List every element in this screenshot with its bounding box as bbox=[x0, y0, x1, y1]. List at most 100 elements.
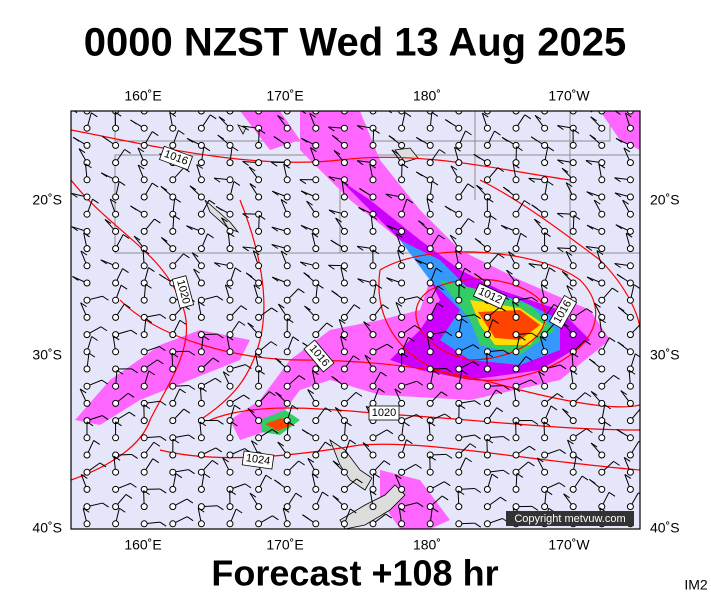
wind-barb bbox=[280, 250, 288, 256]
wind-barb bbox=[534, 114, 542, 120]
wind-barb bbox=[455, 210, 463, 218]
wind-barb bbox=[312, 503, 320, 511]
wind-barb bbox=[524, 114, 532, 120]
wind-barb bbox=[140, 485, 148, 493]
wind-barb bbox=[356, 245, 364, 251]
wind-barb bbox=[140, 348, 148, 356]
wind-barb bbox=[598, 485, 606, 493]
wind-barb bbox=[541, 382, 549, 390]
wind-barb bbox=[340, 451, 348, 459]
wind-barb bbox=[438, 234, 445, 240]
wind-barb bbox=[283, 163, 290, 169]
wind-barb bbox=[140, 296, 148, 304]
wind-barb bbox=[112, 262, 120, 270]
wind-barb bbox=[340, 331, 348, 339]
wind-barb bbox=[512, 124, 520, 132]
wind-barb bbox=[474, 434, 481, 440]
wind-barb bbox=[112, 335, 120, 341]
wind-barb bbox=[454, 146, 461, 152]
wind-barb bbox=[255, 417, 263, 425]
wind-barb bbox=[613, 460, 620, 466]
wind-barb bbox=[455, 417, 463, 425]
wind-barb bbox=[474, 238, 482, 243]
wind-barb bbox=[255, 468, 263, 476]
wind-barb bbox=[326, 322, 334, 328]
wind-barb bbox=[169, 124, 177, 132]
wind-barb bbox=[140, 503, 148, 511]
wind-barb bbox=[586, 224, 594, 230]
wind-barb bbox=[626, 485, 634, 493]
wind-barb bbox=[483, 331, 491, 339]
wind-barb bbox=[102, 295, 109, 301]
map-area bbox=[71, 95, 640, 529]
wind-barb bbox=[598, 417, 606, 425]
wind-barb bbox=[626, 227, 634, 235]
wind-barb bbox=[208, 199, 216, 205]
wind-barb bbox=[115, 111, 116, 112]
wind-barb bbox=[437, 285, 444, 291]
wind-barb bbox=[140, 262, 148, 270]
wind-barb bbox=[398, 245, 406, 253]
wind-barb bbox=[614, 263, 621, 268]
wind-barb bbox=[81, 474, 88, 479]
wind-barb bbox=[277, 115, 284, 120]
wind-barb bbox=[395, 302, 403, 307]
wind-barb bbox=[512, 301, 519, 307]
wind-barb bbox=[557, 125, 564, 130]
wind-barb bbox=[159, 346, 166, 351]
wind-barb bbox=[426, 485, 434, 493]
wind-barb bbox=[445, 119, 452, 124]
wind-barb bbox=[593, 199, 601, 205]
wind-barb bbox=[283, 503, 291, 511]
wind-barb bbox=[483, 399, 491, 407]
copyright-box bbox=[506, 511, 634, 526]
wind-barb bbox=[118, 180, 126, 186]
wind-barb bbox=[255, 176, 263, 184]
wind-barb bbox=[369, 490, 377, 496]
wind-barb bbox=[480, 97, 486, 101]
wind-barb bbox=[445, 331, 453, 337]
wind-barb bbox=[628, 369, 636, 375]
wind-barb bbox=[491, 473, 499, 479]
wind-barb bbox=[401, 163, 409, 169]
wind-barb bbox=[363, 99, 369, 103]
wind-barb bbox=[349, 439, 356, 445]
wind-barb bbox=[617, 341, 624, 347]
wind-barb bbox=[226, 434, 234, 442]
wind-barb bbox=[598, 141, 606, 149]
wind-barb bbox=[403, 421, 410, 427]
wind-barb bbox=[455, 348, 463, 356]
wind-barb bbox=[207, 233, 214, 239]
wind-barb bbox=[226, 503, 234, 511]
wind-barb bbox=[634, 353, 640, 358]
wind-barb bbox=[404, 112, 412, 117]
wind-barb bbox=[340, 193, 348, 201]
wind-barb bbox=[283, 451, 291, 459]
wind-barb bbox=[312, 382, 320, 390]
wind-barb bbox=[317, 283, 324, 289]
wind-barb bbox=[115, 95, 121, 99]
wind-barb bbox=[218, 116, 226, 122]
wind-barb bbox=[274, 479, 281, 485]
wind-barb bbox=[398, 520, 406, 528]
wind-barb bbox=[378, 388, 385, 393]
wind-barb bbox=[357, 278, 364, 284]
wind-barb bbox=[483, 313, 491, 321]
wind-barb bbox=[114, 111, 122, 117]
wind-barb bbox=[312, 365, 320, 373]
wind-barb bbox=[282, 507, 290, 513]
wind-barb bbox=[197, 348, 205, 356]
wind-barb bbox=[277, 441, 285, 447]
wind-barb bbox=[197, 520, 205, 528]
wind-barb bbox=[255, 159, 263, 167]
wind-barb bbox=[291, 404, 299, 410]
wind-barb bbox=[249, 183, 257, 188]
wind-barb bbox=[569, 382, 577, 390]
wind-barb bbox=[174, 197, 182, 203]
wind-barb bbox=[426, 193, 434, 201]
wind-barb bbox=[142, 249, 150, 255]
wind-barb bbox=[83, 485, 91, 493]
wind-barb bbox=[569, 399, 577, 407]
wind-barb bbox=[589, 358, 596, 364]
wind-barb bbox=[255, 399, 263, 407]
